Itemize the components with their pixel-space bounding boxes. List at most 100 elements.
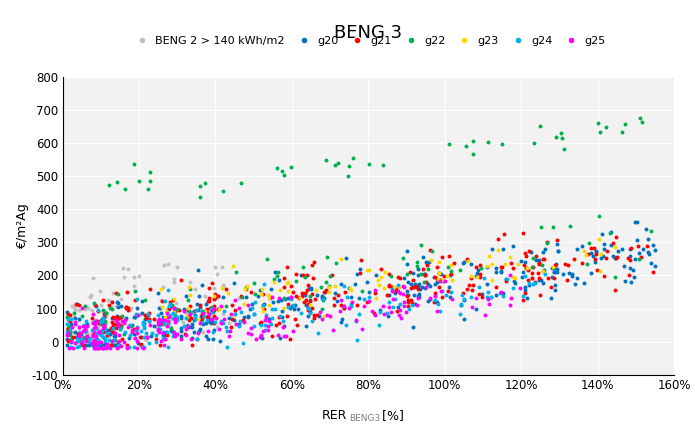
- g25: [63, 345, 74, 352]
- g21: [402, 303, 414, 310]
- g21: [291, 322, 302, 328]
- g21: [435, 277, 446, 284]
- g25: [286, 294, 297, 300]
- g21: [106, 325, 117, 331]
- g21: [404, 268, 415, 275]
- g25: [364, 297, 375, 304]
- g20: [66, 338, 77, 345]
- g23: [373, 282, 384, 288]
- g25: [89, 321, 100, 328]
- g21: [63, 324, 74, 331]
- g23: [156, 303, 167, 310]
- g25: [122, 343, 133, 350]
- g20: [188, 329, 199, 336]
- g21: [419, 271, 430, 278]
- g21: [517, 230, 528, 236]
- BENG 2 > 140 kWh/m2: [190, 286, 201, 293]
- g21: [202, 306, 213, 313]
- g20: [304, 309, 316, 316]
- g25: [325, 313, 336, 320]
- g21: [115, 313, 126, 320]
- g20: [217, 294, 228, 301]
- g20: [443, 284, 455, 291]
- g23: [199, 308, 211, 315]
- g25: [169, 304, 180, 311]
- g20: [275, 334, 286, 341]
- g20: [200, 333, 211, 340]
- g24: [518, 293, 529, 299]
- g20: [106, 315, 117, 322]
- g24: [388, 303, 399, 310]
- g25: [138, 345, 149, 352]
- g22: [100, 310, 111, 317]
- g25: [168, 304, 179, 311]
- g24: [350, 317, 361, 324]
- g25: [395, 314, 406, 321]
- BENG 2 > 140 kWh/m2: [111, 303, 122, 310]
- g23: [512, 260, 523, 267]
- g20: [548, 269, 559, 276]
- g23: [505, 253, 516, 260]
- g25: [175, 336, 186, 343]
- g20: [79, 342, 90, 348]
- g20: [115, 325, 126, 332]
- g25: [163, 314, 174, 320]
- g22: [604, 230, 615, 236]
- g20: [106, 328, 117, 335]
- BENG 2 > 140 kWh/m2: [105, 304, 116, 311]
- g22: [119, 185, 130, 192]
- BENG 2 > 140 kWh/m2: [169, 278, 180, 285]
- g20: [471, 305, 482, 312]
- g20: [154, 305, 165, 311]
- g21: [475, 273, 486, 280]
- g22: [184, 285, 195, 292]
- g25: [156, 337, 167, 344]
- g20: [265, 285, 276, 292]
- g21: [122, 305, 133, 311]
- g25: [259, 317, 270, 323]
- g21: [111, 289, 122, 296]
- g20: [633, 249, 644, 256]
- g24: [162, 287, 173, 294]
- g21: [208, 313, 220, 320]
- g20: [75, 330, 86, 337]
- g25: [131, 345, 142, 352]
- g20: [536, 276, 547, 283]
- g20: [140, 316, 151, 322]
- g25: [213, 325, 224, 332]
- g22: [88, 300, 99, 307]
- g20: [74, 330, 85, 337]
- g20: [613, 248, 624, 254]
- g20: [346, 294, 357, 301]
- g22: [316, 306, 327, 313]
- g25: [393, 311, 404, 318]
- g22: [325, 272, 336, 279]
- g24: [199, 313, 210, 320]
- g20: [282, 295, 293, 302]
- g25: [224, 332, 235, 339]
- g25: [467, 304, 478, 311]
- g22: [322, 253, 333, 260]
- g23: [256, 303, 268, 310]
- BENG 2 > 140 kWh/m2: [181, 309, 192, 316]
- g21: [589, 256, 600, 263]
- g20: [134, 334, 145, 341]
- g25: [159, 317, 170, 324]
- g25: [112, 320, 123, 326]
- g22: [422, 266, 433, 273]
- g24: [163, 343, 174, 350]
- g24: [288, 302, 299, 308]
- g20: [202, 335, 213, 342]
- g20: [176, 328, 187, 335]
- g24: [384, 299, 395, 305]
- g20: [254, 320, 265, 326]
- g22: [454, 267, 465, 273]
- g20: [95, 338, 106, 345]
- g25: [93, 340, 104, 347]
- g23: [547, 264, 558, 271]
- g25: [145, 322, 156, 329]
- g20: [537, 249, 548, 256]
- g21: [562, 262, 573, 269]
- g22: [194, 194, 205, 201]
- g21: [245, 289, 256, 296]
